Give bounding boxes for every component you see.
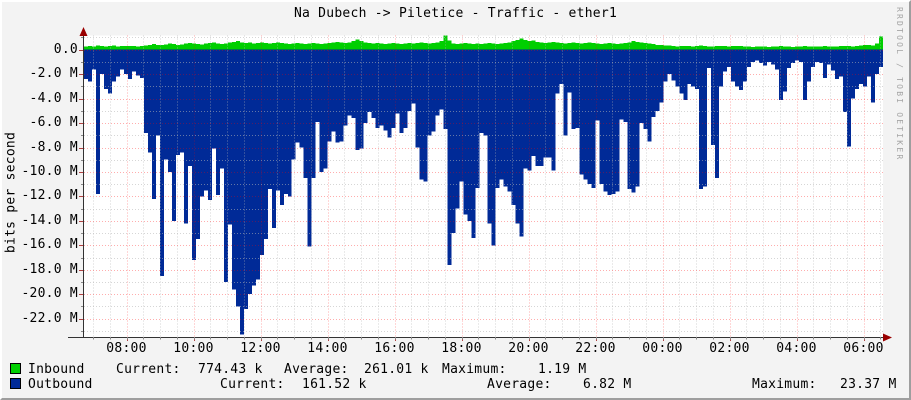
x-tick-label: 10:00	[173, 341, 214, 356]
x-tick-label: 12:00	[240, 341, 281, 356]
area-inbound	[84, 35, 883, 50]
y-axis-arrow	[79, 27, 88, 36]
inbound-current-value: 774.43 k	[198, 362, 263, 377]
outbound-maximum-label: Maximum:	[752, 377, 817, 392]
x-tick-label: 20:00	[508, 341, 549, 356]
y-tick-label: -12.0 M	[21, 188, 78, 204]
y-tick-label: 0.0	[53, 41, 78, 57]
y-tick-label: -20.0 M	[21, 286, 78, 302]
x-tick-label: 02:00	[709, 341, 750, 356]
outbound-average-label: Average:	[487, 377, 552, 392]
y-tick-label: -10.0 M	[21, 163, 78, 179]
outbound-current-value: 161.52 k	[302, 377, 367, 392]
legend-row-inbound: Inbound Current: 774.43 k Average: 261.0…	[2, 362, 909, 377]
graph-title: Na Dubech -> Piletice - Traffic - ether1	[293, 6, 618, 21]
x-tick-label: 04:00	[776, 341, 817, 356]
inbound-average-value: 261.01 k	[364, 362, 429, 377]
inbound-current-label: Current:	[116, 362, 181, 377]
x-tick-label: 06:00	[843, 341, 884, 356]
outbound-label: Outbound	[28, 377, 93, 392]
y-tick-label: -6.0 M	[29, 115, 78, 131]
x-tick-label: 18:00	[441, 341, 482, 356]
inbound-average-label: Average:	[284, 362, 349, 377]
inbound-maximum-label: Maximum:	[442, 362, 507, 377]
y-tick-label: -8.0 M	[29, 139, 78, 155]
x-tick-label: 00:00	[642, 341, 683, 356]
x-tick-label: 14:00	[307, 341, 348, 356]
outbound-current-label: Current:	[220, 377, 285, 392]
x-axis-arrow	[883, 333, 892, 342]
inbound-label: Inbound	[28, 362, 85, 377]
area-outbound	[84, 49, 883, 335]
legend-row-outbound: Outbound Current: 161.52 k Average: 6.82…	[2, 377, 909, 392]
y-tick-label: -2.0 M	[29, 66, 78, 82]
x-tick-label: 08:00	[106, 341, 147, 356]
y-tick-label: -16.0 M	[21, 237, 78, 253]
y-tick-label: -4.0 M	[29, 90, 78, 106]
y-tick-label: -14.0 M	[21, 212, 78, 228]
outbound-maximum-value: 23.37 M	[840, 377, 897, 392]
y-tick-label: -22.0 M	[21, 310, 78, 326]
inbound-color-swatch	[10, 363, 21, 374]
outbound-color-swatch	[10, 378, 21, 389]
x-tick-label: 22:00	[575, 341, 616, 356]
x-tick-label: 16:00	[374, 341, 415, 356]
outbound-average-value: 6.82 M	[583, 377, 632, 392]
rrdtool-watermark: RRDTOOL / TOBI OETIKER	[895, 7, 904, 162]
inbound-maximum-value: 1.19 M	[538, 362, 587, 377]
y-tick-label: -18.0 M	[21, 261, 78, 277]
